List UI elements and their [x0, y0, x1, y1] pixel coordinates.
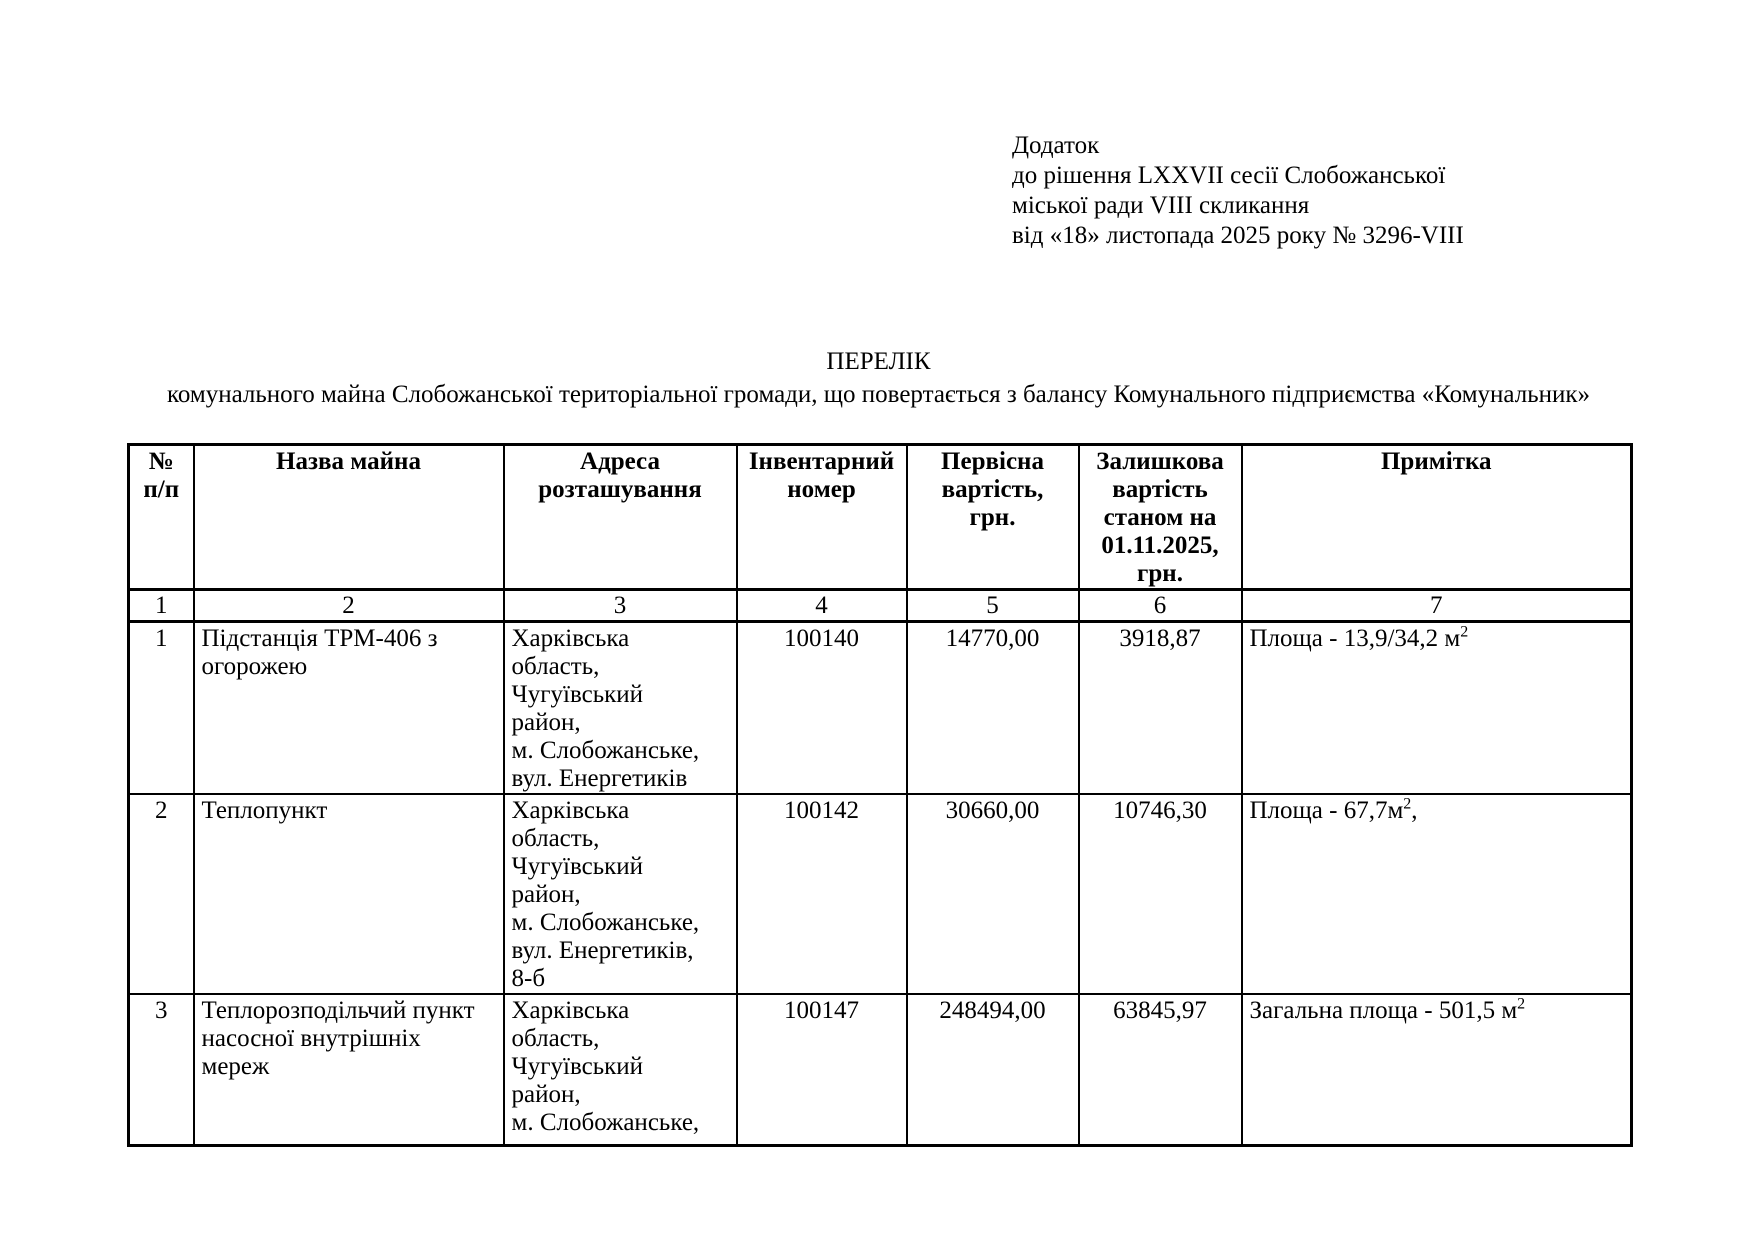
column-header-note: Примітка [1240, 443, 1633, 591]
cell-initial-cost: 248494,00 [905, 993, 1080, 1146]
note-tail: , [1411, 797, 1418, 824]
table-row: 3 Теплорозподільчий пункт насосної внутр… [127, 993, 1633, 1146]
cell-note: Площа - 13,9/34,2 м2 [1240, 620, 1633, 795]
note-superscript: 2 [1460, 623, 1469, 641]
table-header-row: № п/п Назва майна Адреса розташування Ін… [127, 443, 1633, 591]
column-number: 6 [1077, 588, 1243, 623]
column-number: 2 [192, 588, 505, 623]
column-number: 7 [1240, 588, 1633, 623]
cell-note: Площа - 67,7м2, [1240, 793, 1633, 995]
cell-address: Харківська область, Чугуївський район, м… [502, 620, 738, 795]
cell-row-number: 2 [127, 793, 195, 995]
note-superscript: 2 [1517, 995, 1526, 1013]
cell-note: Загальна площа - 501,5 м2 [1240, 993, 1633, 1146]
column-number: 1 [127, 588, 195, 623]
note-text: Загальна площа - 501,5 м [1249, 997, 1518, 1024]
cell-address: Харківська область, Чугуївський район, м… [502, 793, 738, 995]
cell-property-name: Теплорозподільчий пункт насосної внутріш… [192, 993, 505, 1146]
property-list-table: № п/п Назва майна Адреса розташування Ін… [127, 443, 1633, 1147]
column-header-address: Адреса розташування [502, 443, 738, 591]
cell-residual-cost: 10746,30 [1077, 793, 1243, 995]
table-row: 1 Підстанція ТРМ-406 з огорожею Харківсь… [127, 620, 1633, 795]
column-header-row-number: № п/п [127, 443, 195, 591]
table-row: 2 Теплопункт Харківська область, Чугуївс… [127, 793, 1633, 995]
cell-property-name: Підстанція ТРМ-406 з огорожею [192, 620, 505, 795]
cell-inventory-number: 100142 [735, 793, 908, 995]
document-subtitle: комунального майна Слобожанської територ… [166, 381, 1590, 408]
column-header-initial-cost: Первісна вартість, грн. [905, 443, 1080, 591]
column-number: 4 [735, 588, 908, 623]
document-title: ПЕРЕЛІК [826, 348, 931, 375]
column-number: 5 [905, 588, 1080, 623]
cell-residual-cost: 63845,97 [1077, 993, 1243, 1146]
cell-row-number: 1 [127, 620, 195, 795]
cell-inventory-number: 100147 [735, 993, 908, 1146]
column-header-inventory-number: Інвентарний номер [735, 443, 908, 591]
cell-property-name: Теплопункт [192, 793, 505, 995]
column-header-property-name: Назва майна [192, 443, 505, 591]
note-text: Площа - 67,7м [1249, 797, 1404, 824]
appendix-line: від «18» листопада 2025 року № 3296-VIII [1012, 222, 1464, 249]
appendix-line: до рішення LXXVII сесії Слобожанської [1012, 162, 1446, 189]
column-header-residual-cost: Залишкова вартість станом на 01.11.2025,… [1077, 443, 1243, 591]
appendix-line: міської ради VIII скликання [1012, 192, 1310, 219]
cell-inventory-number: 100140 [735, 620, 908, 795]
cell-address: Харківська область, Чугуївський район, м… [502, 993, 738, 1146]
cell-row-number: 3 [127, 993, 195, 1146]
column-number: 3 [502, 588, 738, 623]
column-number-row: 1 2 3 4 5 6 7 [127, 588, 1633, 623]
cell-initial-cost: 14770,00 [905, 620, 1080, 795]
appendix-reference-block: Додаток до рішення LXXVII сесії Слобожан… [1012, 131, 1464, 251]
cell-initial-cost: 30660,00 [905, 793, 1080, 995]
cell-residual-cost: 3918,87 [1077, 620, 1243, 795]
appendix-line: Додаток [1012, 132, 1100, 159]
note-text: Площа - 13,9/34,2 м [1249, 625, 1461, 652]
note-superscript: 2 [1403, 795, 1412, 813]
